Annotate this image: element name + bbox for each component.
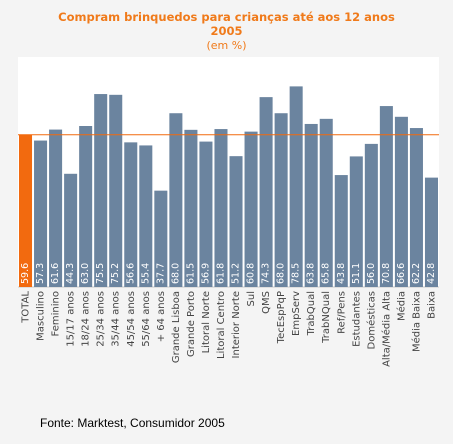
category-label-0: TOTAL xyxy=(21,291,32,324)
category-label-25: Média xyxy=(395,291,407,321)
category-label-17: TecEspPqP xyxy=(276,291,287,344)
bar-plot: 59.6 57.3 61.6 44.3 63.0 75.5 75.2 56.6 55.4 37.7… xyxy=(18,57,439,367)
bar-11 xyxy=(184,129,198,287)
value-label-21: 43.8 xyxy=(336,263,347,284)
bar-13 xyxy=(214,129,228,287)
value-label-8: 55.4 xyxy=(140,263,151,284)
category-label-18: EmpServ xyxy=(291,291,302,336)
category-label-14: Interior Norte xyxy=(231,291,242,358)
bar-19 xyxy=(304,123,318,287)
chart-title-line-2: 2005 xyxy=(210,24,243,38)
category-label-7: 45/54 anos xyxy=(126,291,137,347)
value-label-3: 44.3 xyxy=(65,263,76,284)
bar-14 xyxy=(229,156,243,287)
value-label-7: 56.6 xyxy=(125,263,136,284)
category-label-21: Ref/Pens xyxy=(336,291,347,334)
value-label-20: 65.8 xyxy=(321,263,332,284)
category-label-10: Grande Lisboa xyxy=(171,291,182,363)
category-label-6: 35/44 anos xyxy=(111,291,122,347)
value-label-10: 68.0 xyxy=(170,263,181,284)
value-label-11: 61.5 xyxy=(185,263,196,284)
value-label-2: 61.6 xyxy=(50,263,61,284)
bar-26 xyxy=(409,128,423,287)
bar-24 xyxy=(379,106,393,287)
bar-8 xyxy=(139,145,153,287)
bar-17 xyxy=(274,113,288,287)
bar-21 xyxy=(334,175,348,287)
bar-3 xyxy=(64,173,78,287)
value-label-26: 62.2 xyxy=(411,263,422,284)
category-label-2: Feminino xyxy=(51,291,62,336)
category-label-20: TrabNQual xyxy=(321,291,332,344)
value-label-19: 63.8 xyxy=(306,263,317,284)
bar-18 xyxy=(289,86,303,287)
value-label-17: 68.0 xyxy=(276,263,287,284)
value-label-9: 37.7 xyxy=(155,263,166,284)
category-label-5: 25/34 anos xyxy=(96,291,107,347)
bar-4 xyxy=(79,126,93,287)
category-label-8: 55/64 anos xyxy=(141,291,152,347)
bar-0 xyxy=(19,134,33,287)
bar-7 xyxy=(124,142,138,287)
category-label-4: 18/24 anos xyxy=(81,291,92,347)
value-label-18: 78.5 xyxy=(291,263,302,284)
category-label-26: Média Baixa xyxy=(410,291,422,352)
value-label-23: 56.0 xyxy=(366,263,377,284)
bar-9 xyxy=(154,190,168,287)
value-label-22: 51.1 xyxy=(351,263,362,284)
bar-27 xyxy=(424,177,438,287)
category-label-16: QMS xyxy=(261,291,272,314)
bar-25 xyxy=(394,116,408,287)
chart-title-line-1: Compram brinquedos para crianças até aos… xyxy=(58,10,395,24)
value-label-15: 60.8 xyxy=(246,263,257,284)
value-label-24: 70.8 xyxy=(381,263,392,284)
value-label-5: 75.5 xyxy=(95,263,106,284)
category-label-24: Alta/Média Alta xyxy=(380,291,392,367)
bar-15 xyxy=(244,131,258,287)
category-label-19: TrabQual xyxy=(306,291,317,336)
value-label-12: 56.9 xyxy=(200,263,211,284)
bar-6 xyxy=(109,94,123,287)
value-label-14: 51.2 xyxy=(231,263,242,284)
bar-16 xyxy=(259,97,273,287)
value-label-6: 75.2 xyxy=(110,263,121,284)
value-label-16: 74.3 xyxy=(261,263,272,284)
value-label-25: 66.6 xyxy=(396,263,407,284)
bar-1 xyxy=(34,140,48,287)
bar-2 xyxy=(49,129,63,287)
category-label-13: Litoral Centro xyxy=(216,291,227,359)
bar-10 xyxy=(169,113,183,287)
category-label-27: Baixa xyxy=(426,291,437,319)
value-label-13: 61.8 xyxy=(215,263,226,284)
value-label-4: 63.0 xyxy=(80,263,91,284)
category-label-9: + 64 anos xyxy=(156,291,167,342)
category-label-3: 15/17 anos xyxy=(66,291,77,347)
category-label-12: Litoral Norte xyxy=(201,291,212,353)
bar-5 xyxy=(94,94,108,287)
value-label-0: 59.6 xyxy=(20,263,31,284)
category-label-1: Masculino xyxy=(36,291,47,341)
bar-12 xyxy=(199,141,213,287)
category-label-22: Estudantes xyxy=(351,291,362,347)
value-label-1: 57.3 xyxy=(35,263,46,284)
category-label-11: Grande Porto xyxy=(186,291,197,357)
bar-20 xyxy=(319,118,333,287)
source-note: Fonte: Marktest, Consumidor 2005 xyxy=(40,416,225,430)
category-label-23: Domésticas xyxy=(365,291,377,349)
chart-subtitle: (em %) xyxy=(206,39,247,52)
category-label-15: Sul xyxy=(246,291,257,306)
value-label-27: 42.8 xyxy=(426,263,437,284)
bar-23 xyxy=(364,143,378,287)
bar-22 xyxy=(349,156,363,287)
